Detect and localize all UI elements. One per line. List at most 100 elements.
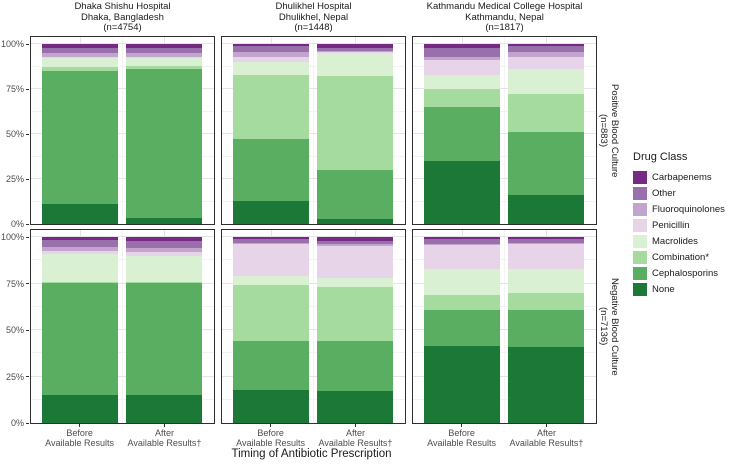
facet-col-title-line: Dhaka Shishu Hospital — [74, 1, 171, 12]
legend-item-label: Cephalosporins — [652, 267, 719, 279]
gridline-horizontal — [222, 155, 405, 157]
bar-segment-cephalosporins — [233, 139, 310, 201]
stacked-bar — [424, 237, 501, 423]
bar-segment-cephalosporins — [126, 283, 203, 396]
bar-segment-fluoroquinolones — [508, 242, 585, 245]
gridline-horizontal — [413, 65, 596, 67]
gridline-horizontal — [31, 178, 214, 179]
facet-col-title-line: (n=1448) — [294, 22, 333, 33]
gridline-horizontal — [31, 133, 214, 134]
legend-item-label: Carbapenems — [652, 171, 712, 183]
legend-item: Fluoroquinolones — [633, 201, 725, 217]
stacked-bar — [317, 44, 394, 224]
gridline-horizontal — [413, 375, 596, 377]
gridline-horizontal — [31, 88, 214, 89]
y-axis-label: 50% — [5, 129, 24, 139]
gridline-horizontal — [413, 398, 596, 400]
bar-segment-cephalosporins — [317, 341, 394, 392]
gridline-horizontal — [222, 375, 405, 377]
bar-segment-macrolides — [126, 58, 203, 66]
gridline-horizontal — [222, 398, 405, 400]
bar-segment-combination — [126, 65, 203, 70]
bar-segment-carbapenems — [233, 44, 310, 46]
gridline-horizontal — [222, 305, 405, 307]
bar-segment-macrolides — [317, 52, 394, 77]
facet-col-title-line: (n=1817) — [485, 22, 524, 33]
bar-segment-penicillin — [424, 60, 501, 75]
facet-row-label-line: (n=883) — [598, 113, 609, 147]
bar-segment-fluoroquinolones — [317, 51, 394, 53]
gridline-horizontal — [31, 375, 214, 377]
bar-segment-other — [233, 45, 310, 53]
gridline-horizontal — [31, 65, 214, 67]
gridline-horizontal — [31, 155, 214, 157]
bar-segment-other — [317, 240, 394, 245]
gridline-horizontal — [31, 200, 214, 202]
x-axis-label: After Available Results† — [486, 428, 606, 448]
gridline-horizontal — [413, 88, 596, 89]
stacked-bar — [126, 237, 203, 423]
bar-segment-carbapenems — [424, 237, 501, 239]
bar-segment-combination — [233, 285, 310, 342]
bar-segment-combination — [126, 281, 203, 284]
legend-title: Drug Class — [633, 151, 688, 163]
bar-segment-combination — [317, 76, 394, 170]
legend-item: Other — [633, 185, 725, 201]
y-axis-label: 100% — [0, 39, 24, 49]
facet-row-label-positive: Positive Blood Culture (n=883) — [594, 36, 620, 225]
bar-segment-fluoroquinolones — [42, 247, 119, 251]
plot-area — [413, 236, 596, 423]
y-tick-mark — [26, 88, 29, 90]
stacked-bar — [42, 44, 119, 224]
x-axis-label-line: Available Results — [427, 438, 497, 448]
x-axis-label-line: After — [345, 428, 365, 438]
bar-segment-none — [424, 160, 501, 224]
gridline-horizontal — [413, 110, 596, 112]
facet-col-title-dhulikhel: Dhulikhel Hospital Dhulikhel, Nepal (n=1… — [201, 1, 426, 36]
x-axis-label: Before Available Results — [20, 428, 140, 448]
bar-segment-none — [508, 346, 585, 423]
bar-segment-macrolides — [42, 58, 119, 68]
facet-row-label-line: (n=7136) — [598, 307, 609, 346]
bar-segment-cephalosporins — [508, 309, 585, 347]
bar-segment-penicillin — [508, 56, 585, 70]
plot-area — [222, 43, 405, 224]
legend-swatch-fluoroquinolones — [633, 202, 647, 216]
bar-segment-none — [42, 204, 119, 224]
gridline-vertical — [122, 230, 124, 423]
y-tick-mark — [26, 43, 29, 45]
gridline-horizontal — [31, 329, 214, 330]
x-axis-label: After Available Results† — [104, 428, 224, 448]
gridline-horizontal — [31, 259, 214, 261]
facet-row-label-line: Negative Blood Culture — [609, 277, 620, 376]
gridline-horizontal — [413, 236, 596, 237]
gridline-horizontal — [222, 43, 405, 44]
y-axis-label: 25% — [5, 371, 24, 382]
bar-segment-combination — [42, 281, 119, 284]
bar-segment-other — [126, 240, 203, 249]
gridline-horizontal — [413, 43, 596, 44]
legend-swatch-other — [633, 186, 647, 200]
panel-dhulikhel-negative — [221, 229, 406, 424]
bar-segment-other — [233, 238, 310, 243]
bar-segment-combination — [233, 74, 310, 140]
bar-segment-carbapenems — [508, 237, 585, 239]
gridline-horizontal — [31, 43, 214, 44]
bar-segment-none — [126, 217, 203, 224]
bar-segment-macrolides — [317, 277, 394, 288]
legend-item-label: Penicillin — [652, 219, 690, 231]
gridline-vertical — [504, 37, 506, 224]
facet-row-label-negative: Negative Blood Culture (n=7136) — [594, 229, 620, 424]
gridline-horizontal — [222, 282, 405, 284]
gridline-horizontal — [31, 398, 214, 400]
x-tick-mark — [270, 424, 272, 427]
bar-segment-carbapenems — [126, 44, 203, 48]
y-axis-label: 50% — [5, 325, 24, 335]
bar-segment-combination — [317, 287, 394, 342]
bar-segment-fluoroquinolones — [424, 243, 501, 246]
bar-segment-combination — [42, 67, 119, 71]
stacked-bar — [126, 44, 203, 224]
x-tick-mark — [461, 424, 463, 427]
legend-swatch-none — [633, 282, 647, 296]
bar-segment-combination — [508, 94, 585, 133]
